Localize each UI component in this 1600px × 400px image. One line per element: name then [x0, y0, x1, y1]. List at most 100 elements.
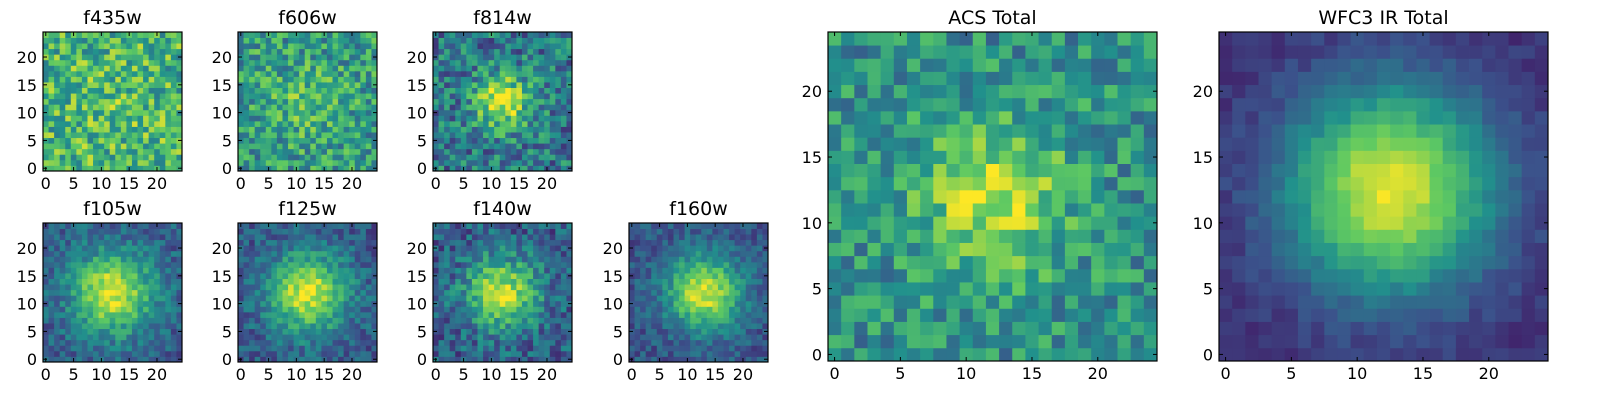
heatmap-cell	[640, 261, 647, 268]
heatmap-cell	[76, 132, 83, 139]
y-tick-label: 20	[212, 239, 232, 258]
heatmap-cell	[332, 334, 339, 341]
heatmap-cell	[48, 132, 55, 139]
heatmap-cell	[371, 132, 378, 139]
heatmap-cell	[148, 159, 155, 166]
heatmap-cell	[115, 350, 122, 357]
heatmap-cell	[538, 267, 545, 274]
heatmap-cell	[1117, 203, 1132, 217]
heatmap-cell	[466, 87, 473, 94]
heatmap-cell	[81, 109, 88, 116]
heatmap-cell	[120, 98, 127, 105]
heatmap-cell	[165, 109, 172, 116]
heatmap-cell	[326, 334, 333, 341]
heatmap-cell	[249, 223, 256, 229]
heatmap-cell	[299, 306, 306, 313]
heatmap-cell	[148, 223, 155, 229]
heatmap-cell	[54, 32, 61, 38]
heatmap-cell	[243, 154, 250, 161]
heatmap-cell	[555, 115, 562, 122]
heatmap-cell	[131, 273, 138, 279]
x-tick-label: 5	[68, 174, 78, 193]
heatmap-cell	[54, 284, 61, 291]
heatmap-cell	[444, 120, 451, 127]
heatmap-cell	[365, 126, 372, 133]
heatmap-cell	[933, 347, 947, 362]
heatmap-cell	[271, 109, 278, 116]
heatmap-cell	[751, 278, 758, 285]
heatmap-cell	[332, 137, 339, 144]
heatmap-cell	[70, 137, 77, 144]
heatmap-cell	[143, 256, 150, 263]
heatmap-cell	[304, 59, 311, 66]
heatmap-cell	[1130, 242, 1145, 257]
heatmap-cell	[471, 104, 478, 111]
heatmap-cell	[555, 339, 562, 346]
heatmap-cell	[972, 347, 987, 362]
heatmap-cell	[165, 148, 172, 155]
heatmap-cell	[271, 234, 278, 241]
heatmap-cell	[120, 165, 127, 172]
heatmap-cell	[338, 267, 345, 274]
heatmap-cell	[360, 228, 367, 235]
heatmap-cell	[854, 176, 868, 191]
heatmap-cell	[533, 228, 540, 235]
heatmap-cell	[76, 245, 83, 252]
heatmap-cell	[444, 311, 451, 318]
heatmap-cell	[276, 273, 283, 279]
heatmap-cell	[159, 115, 166, 122]
heatmap-cell	[349, 278, 356, 285]
heatmap-cell	[527, 289, 534, 296]
heatmap-cell	[282, 239, 289, 246]
heatmap-cell	[126, 126, 133, 133]
heatmap-cell	[343, 137, 350, 144]
heatmap-cell	[549, 154, 556, 161]
heatmap-cell	[93, 234, 99, 241]
y-tick-label: 0	[417, 350, 427, 369]
heatmap-cell	[706, 261, 713, 268]
heatmap-cell	[438, 317, 445, 324]
heatmap-cell	[43, 98, 49, 105]
heatmap-cell	[271, 154, 278, 161]
heatmap-cell	[299, 37, 306, 44]
heatmap-cell	[170, 165, 177, 172]
heatmap-cell	[343, 159, 350, 166]
heatmap-cell	[527, 228, 534, 235]
heatmap-cell	[645, 345, 652, 352]
heatmap-cell	[455, 261, 462, 268]
heatmap-cell	[645, 228, 652, 235]
heatmap-cell	[332, 98, 339, 105]
heatmap-cell	[332, 32, 339, 38]
heatmap-cell	[706, 317, 713, 324]
heatmap-cell	[1130, 295, 1145, 309]
heatmap-cell	[634, 223, 641, 229]
heatmap-cell	[745, 323, 752, 330]
heatmap-cell	[120, 273, 127, 279]
heatmap-cell	[510, 143, 517, 150]
heatmap-cell	[433, 87, 439, 94]
heatmap-cell	[154, 239, 161, 246]
heatmap-cell	[756, 334, 763, 341]
y-tick-label: 10	[17, 295, 37, 314]
heatmap-cell	[137, 289, 144, 296]
heatmap-cell	[365, 154, 372, 161]
heatmap-cell	[544, 334, 551, 341]
heatmap-cell	[354, 273, 361, 279]
heatmap-cell	[76, 228, 83, 235]
heatmap-cell	[460, 245, 467, 252]
heatmap-cell	[634, 317, 641, 324]
heatmap-cell	[455, 239, 462, 246]
heatmap-cell	[276, 87, 283, 94]
heatmap-cell	[243, 245, 250, 252]
heatmap-cell	[354, 289, 361, 296]
heatmap-cell	[349, 137, 356, 144]
heatmap-cell	[87, 284, 94, 291]
heatmap-cell	[662, 339, 669, 346]
heatmap-cell	[332, 250, 339, 257]
heatmap-cell	[516, 98, 523, 105]
heatmap-cell	[510, 250, 517, 257]
heatmap-cell	[371, 98, 378, 105]
heatmap-cell	[249, 65, 256, 72]
heatmap-cell	[466, 261, 473, 268]
heatmap-cell	[494, 104, 501, 111]
